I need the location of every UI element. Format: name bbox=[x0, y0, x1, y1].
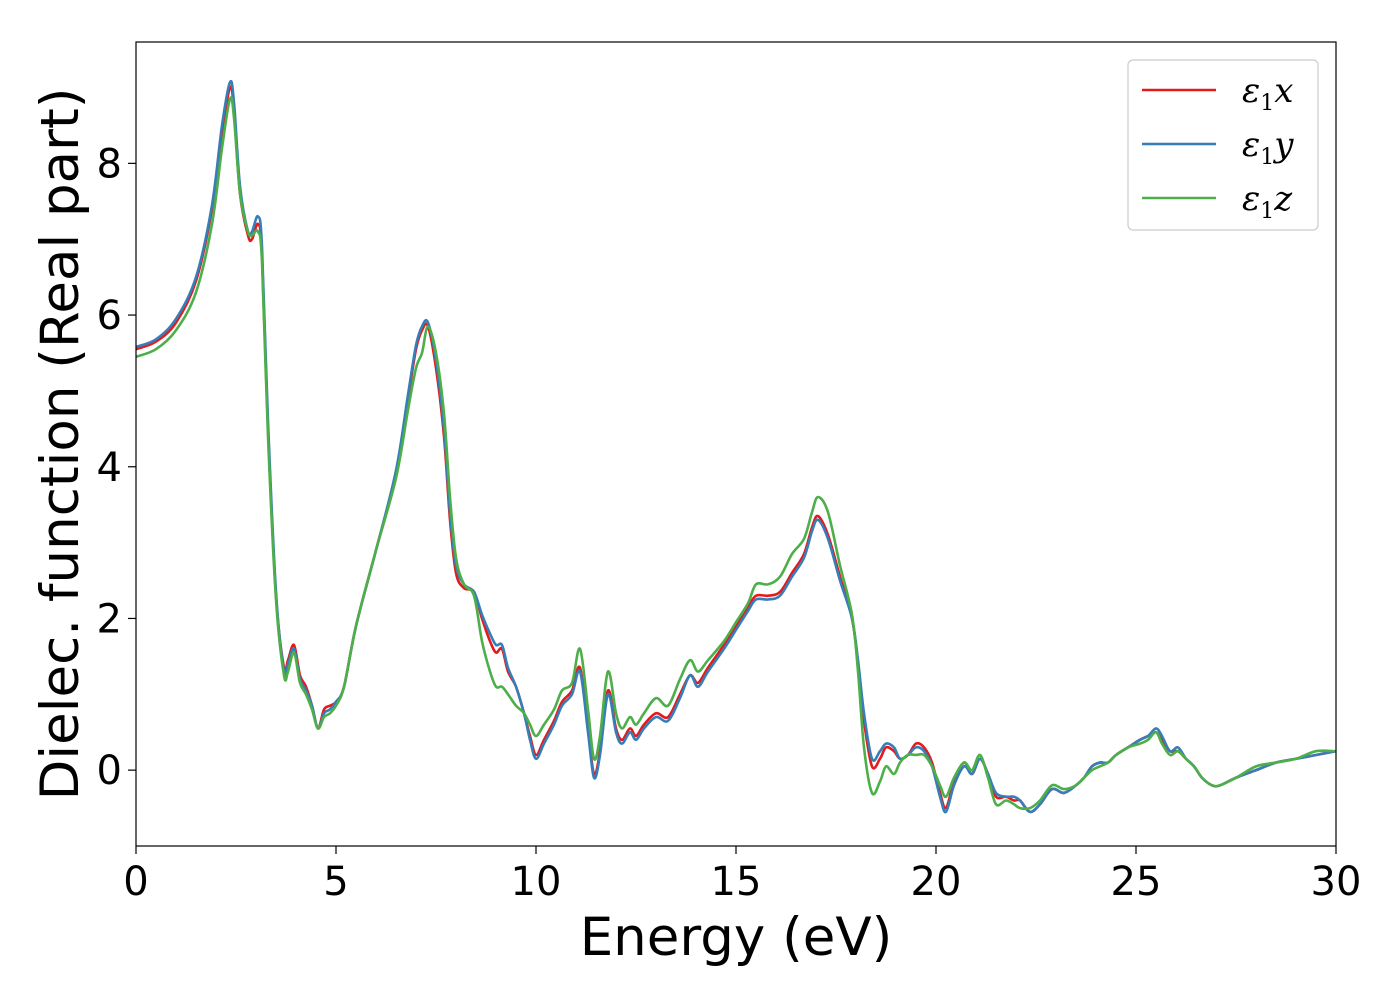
series-line-z bbox=[136, 96, 1336, 811]
legend-label-z: ε1z bbox=[1242, 179, 1293, 224]
y-axis-label: Dielec. function (Real part) bbox=[30, 88, 91, 801]
legend: ε1x ε1y ε1z bbox=[1127, 59, 1319, 231]
legend-label-y: ε1y bbox=[1242, 125, 1294, 170]
x-tick-label: 10 bbox=[511, 859, 562, 905]
legend-label-x: ε1x bbox=[1242, 71, 1293, 116]
x-axis-label: Energy (eV) bbox=[580, 907, 893, 968]
x-tick-label: 5 bbox=[323, 859, 348, 905]
x-tick-label: 15 bbox=[711, 859, 762, 905]
legend-box bbox=[1127, 59, 1319, 231]
y-tick-label: 8 bbox=[97, 141, 122, 187]
series-layer bbox=[136, 79, 1336, 814]
x-tick-label: 30 bbox=[1311, 859, 1362, 905]
y-tick-label: 2 bbox=[97, 596, 122, 642]
x-tick-label: 0 bbox=[123, 859, 148, 905]
x-tick-label: 25 bbox=[1111, 859, 1162, 905]
y-tick-label: 6 bbox=[97, 293, 122, 339]
x-tick-label: 20 bbox=[911, 859, 962, 905]
y-tick-label: 0 bbox=[97, 748, 122, 794]
y-tick-label: 4 bbox=[97, 445, 122, 491]
ticks-layer: 0 5 10 15 20 25 30 0 2 4 6 8 bbox=[97, 141, 1362, 905]
